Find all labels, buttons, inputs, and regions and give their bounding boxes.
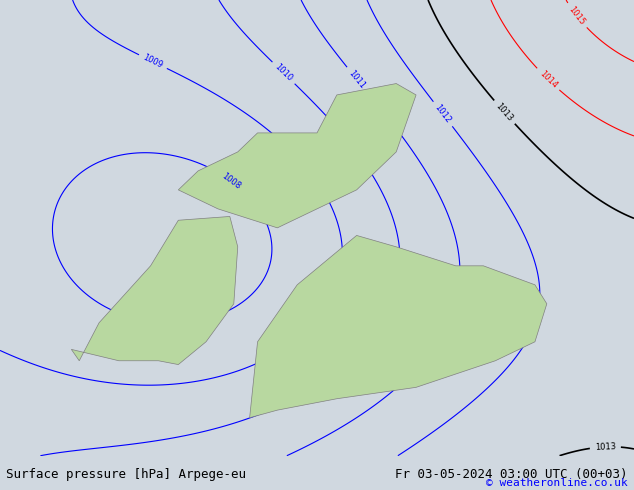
Text: © weatheronline.co.uk: © weatheronline.co.uk: [486, 478, 628, 488]
PathPatch shape: [250, 236, 547, 418]
Text: Fr 03-05-2024 03:00 UTC (00+03): Fr 03-05-2024 03:00 UTC (00+03): [395, 467, 628, 481]
Text: 1013: 1013: [595, 442, 616, 452]
Text: 1009: 1009: [141, 53, 164, 70]
Text: Surface pressure [hPa] Arpege-eu: Surface pressure [hPa] Arpege-eu: [6, 467, 247, 481]
Text: 1008: 1008: [220, 171, 242, 191]
Text: 1011: 1011: [347, 68, 367, 90]
PathPatch shape: [178, 84, 416, 228]
Text: 1014: 1014: [538, 69, 559, 90]
Text: 1010: 1010: [273, 62, 294, 83]
Text: 1012: 1012: [433, 103, 453, 125]
PathPatch shape: [72, 217, 238, 365]
Text: 1015: 1015: [567, 4, 586, 27]
Text: 1013: 1013: [494, 101, 515, 123]
